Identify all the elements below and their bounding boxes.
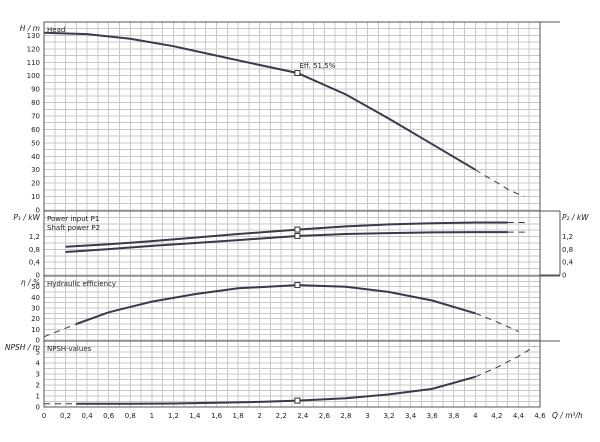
- y-tick-label: 90: [31, 86, 40, 94]
- y-tick-label: 0: [36, 207, 40, 215]
- x-tick-label: 1,8: [233, 412, 244, 420]
- y-tick-label: 50: [31, 283, 40, 291]
- y-tick-label: 1: [36, 393, 40, 401]
- x-tick-label: 3,8: [448, 412, 459, 420]
- x-tick-label: 2,2: [276, 412, 287, 420]
- x-tick-label: 2: [257, 412, 261, 420]
- y-tick-label: 110: [27, 59, 40, 67]
- y-right-axis-label: P₂ / kW: [562, 213, 589, 222]
- extrapolated-curve: [475, 346, 535, 378]
- y-tick-label: 70: [31, 113, 40, 121]
- series-label: Power input P1: [47, 215, 99, 223]
- y-tick-label: 30: [31, 166, 40, 174]
- x-tick-label: 3,2: [383, 412, 394, 420]
- y-axis-label: NPSH / m: [5, 343, 40, 352]
- y-axis-label: η / %: [21, 278, 40, 287]
- series-label: Hydraulic efficiency: [47, 280, 116, 288]
- y-tick-label: 80: [31, 99, 40, 107]
- y-right-tick-label: 1,2: [562, 233, 573, 241]
- x-tick-label: 4,2: [491, 412, 502, 420]
- x-tick-label: 1,6: [211, 412, 223, 420]
- x-tick-label: 0: [42, 412, 46, 420]
- x-tick-label: 3,4: [405, 412, 417, 420]
- y-tick-label: 60: [31, 126, 40, 134]
- y-tick-label: 10: [31, 326, 40, 334]
- duty-point-marker: [294, 282, 301, 289]
- grid: [43, 22, 541, 407]
- x-tick-label: 4,4: [513, 412, 525, 420]
- y-tick-label: 120: [27, 45, 40, 53]
- duty-point-marker: [294, 232, 301, 239]
- y-right-tick-label: 0,4: [562, 259, 574, 267]
- x-tick-label: 2,6: [319, 412, 331, 420]
- x-tick-label: 1: [150, 412, 154, 420]
- y-tick-label: 0,4: [29, 259, 41, 267]
- plot-frame: [43, 21, 541, 408]
- series-label: NPSH-values: [47, 345, 92, 353]
- duty-point-marker: [294, 70, 301, 77]
- x-axis-label: Q / m³/h: [552, 411, 583, 420]
- x-tick-label: 3,6: [427, 412, 439, 420]
- y-tick-label: 0: [36, 272, 40, 280]
- y-tick-label: 2: [36, 382, 40, 390]
- x-tick-label: 2,4: [297, 412, 309, 420]
- y-right-tick-label: 0: [562, 272, 566, 280]
- x-tick-label: 1,2: [168, 412, 179, 420]
- x-tick-label: 1,4: [189, 412, 201, 420]
- x-tick-label: 3: [365, 412, 369, 420]
- extrapolated-curve: [475, 312, 519, 332]
- x-tick-label: 0,4: [82, 412, 94, 420]
- y-tick-label: 40: [31, 294, 40, 302]
- y-tick-label: 40: [31, 153, 40, 161]
- y-tick-label: 5: [36, 349, 40, 357]
- y-tick-label: 4: [36, 360, 41, 368]
- extrapolated-curve: [43, 323, 77, 338]
- y-right-tick-label: 0,8: [562, 246, 573, 254]
- y-axis-label: H / m: [20, 24, 40, 33]
- x-tick-label: 0,6: [103, 412, 115, 420]
- y-tick-label: 20: [31, 315, 40, 323]
- y-tick-label: 10: [31, 193, 40, 201]
- series-line-0: [76, 375, 476, 405]
- panel-eff: 0 10 20 30 40 50η / % Hydraulic efficiency: [21, 275, 560, 345]
- efficiency-annotation: Eff. 51,5%: [299, 62, 335, 70]
- y-tick-label: 3: [36, 371, 40, 379]
- x-tick-label: 2,8: [340, 412, 351, 420]
- y-tick-label: 30: [31, 305, 40, 313]
- y-tick-label: 0: [36, 404, 40, 412]
- extrapolated-curve: [475, 169, 525, 198]
- x-tick-label: 4: [473, 412, 478, 420]
- y-tick-label: 20: [31, 180, 40, 188]
- y-tick-label: 130: [27, 32, 40, 40]
- y-axis-label: P₁ / kW: [13, 213, 40, 222]
- y-tick-label: 50: [31, 139, 40, 147]
- x-tick-label: 0,2: [60, 412, 71, 420]
- x-axis: 0 0,2 0,4 0,6 0,8 1 1,2 1,4 1,6 1,8 2 2,2 2,4 2,6 2,8 3…: [42, 411, 583, 420]
- y-tick-label: 1,2: [29, 233, 40, 241]
- y-tick-label: 100: [27, 72, 40, 80]
- duty-point-marker: [294, 226, 301, 233]
- series-line-0: [75, 284, 476, 325]
- series-label: Head: [47, 26, 65, 34]
- panel-power: 0 0,4 0,8 1,2 0 0,4 0,8 1,2 P₂ / kW P₁ / kW Power …: [13, 210, 589, 280]
- x-tick-label: 4,6: [534, 412, 546, 420]
- duty-point-marker: [294, 397, 301, 404]
- y-tick-label: 0,8: [29, 246, 40, 254]
- y-tick-label: 0: [36, 337, 40, 345]
- series-label: Shaft power P2: [47, 224, 100, 232]
- x-tick-label: 0,8: [125, 412, 136, 420]
- series-line-0: [43, 31, 476, 171]
